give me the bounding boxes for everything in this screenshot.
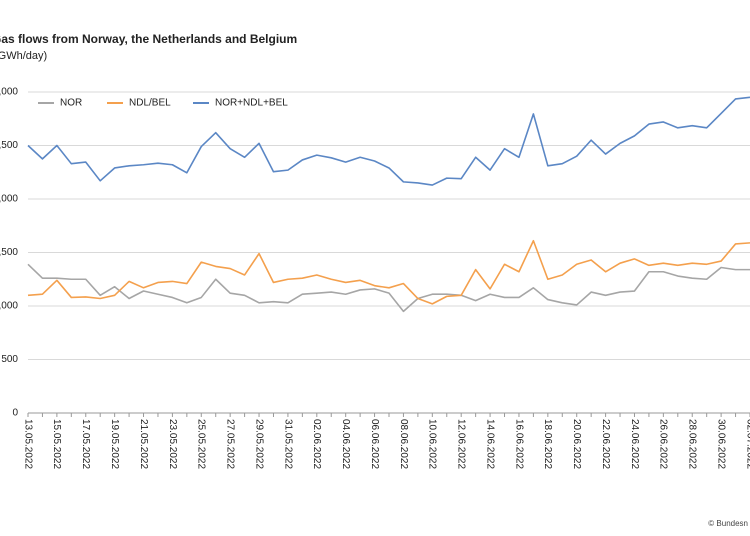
legend-label: NOR [60, 98, 82, 109]
chart-title: Gas flows from Norway, the Netherlands a… [0, 32, 297, 46]
y-tick-label: 2,000 [0, 194, 18, 205]
x-tick-label: 20.06.2022 [571, 419, 582, 469]
x-tick-label: 25.05.2022 [196, 419, 207, 469]
x-tick-label: 02.07.2022 [744, 419, 750, 469]
x-tick-label: 17.05.2022 [80, 419, 91, 469]
x-tick-label: 31.05.2022 [282, 419, 293, 469]
x-tick-label: 22.06.2022 [600, 419, 611, 469]
series-line [27, 239, 750, 305]
x-tick-label: 27.05.2022 [225, 419, 236, 469]
x-tick-label: 21.05.2022 [138, 419, 149, 469]
x-tick-label: 29.05.2022 [253, 419, 264, 469]
y-tick-label: 2,500 [0, 140, 18, 151]
x-tick-label: 10.06.2022 [427, 419, 438, 469]
x-tick-label: 28.06.2022 [687, 419, 698, 469]
x-tick-label: 04.06.2022 [340, 419, 351, 469]
y-tick-label: 1,500 [0, 247, 18, 258]
source: © Bundesn [708, 519, 748, 528]
x-tick-label: 02.06.2022 [311, 419, 322, 469]
y-tick-label: 500 [1, 354, 18, 365]
x-tick-label: 23.05.2022 [167, 419, 178, 469]
chart-subtitle: (GWh/day) [0, 50, 47, 62]
series-line [27, 96, 750, 186]
x-tick-label: 16.06.2022 [513, 419, 524, 469]
series-line [27, 263, 750, 313]
x-tick-label: 14.06.2022 [484, 419, 495, 469]
x-tick-label: 12.06.2022 [456, 419, 467, 469]
x-tick-label: 15.05.2022 [51, 419, 62, 469]
x-tick-label: 18.06.2022 [542, 419, 553, 469]
y-tick-label: 0 [12, 408, 18, 419]
legend-label: NDL/BEL [129, 98, 171, 109]
x-tick-label: 19.05.2022 [109, 419, 120, 469]
x-tick-label: 08.06.2022 [398, 419, 409, 469]
y-tick-label: 3,000 [0, 87, 18, 98]
x-tick-label: 13.05.2022 [22, 419, 33, 469]
legend-label: NOR+NDL+BEL [215, 98, 288, 109]
x-tick-label: 24.06.2022 [629, 419, 640, 469]
x-tick-label: 30.06.2022 [715, 419, 726, 469]
y-tick-label: 1,000 [0, 301, 18, 312]
x-tick-label: 26.06.2022 [658, 419, 669, 469]
x-tick-label: 06.06.2022 [369, 419, 380, 469]
